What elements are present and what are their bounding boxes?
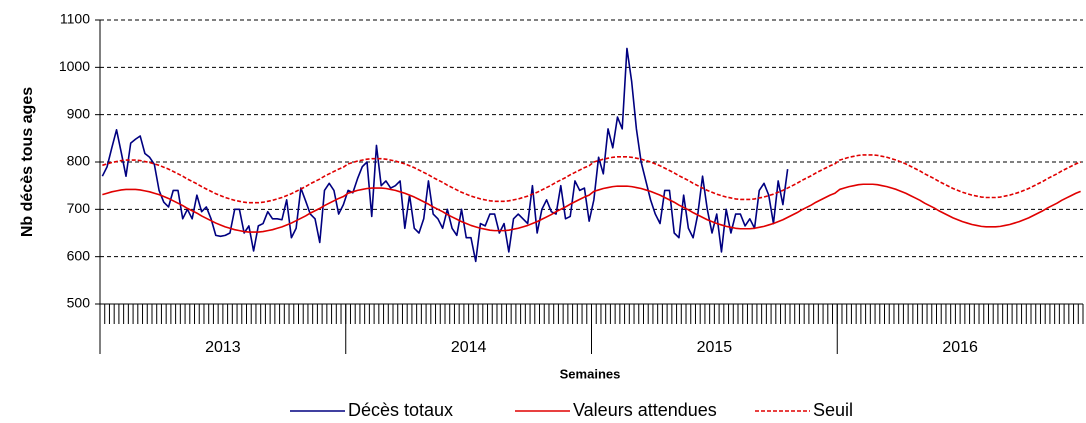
y-tick-label: 500 [67,295,91,311]
legend-label: Seuil [813,400,853,420]
legend-label: Décès totaux [348,400,453,420]
x-group-label: 2013 [205,339,241,356]
series-line [102,154,1081,204]
y-tick-label: 1000 [59,58,90,74]
y-tick-label: 700 [67,200,91,216]
series-line [102,183,1081,233]
x-group-label: 2014 [451,339,487,356]
x-axis-label: Semaines [560,366,621,381]
x-group-label: 2015 [697,339,733,356]
legend-label: Valeurs attendues [573,400,717,420]
y-tick-label: 1100 [60,11,90,27]
y-tick-label: 800 [67,153,91,169]
y-tick-label: 600 [67,247,91,263]
series-line [101,47,789,263]
y-axis-label: Nb décès tous ages [19,87,36,237]
x-group-label: 2016 [942,339,978,356]
y-tick-label: 900 [67,105,91,121]
